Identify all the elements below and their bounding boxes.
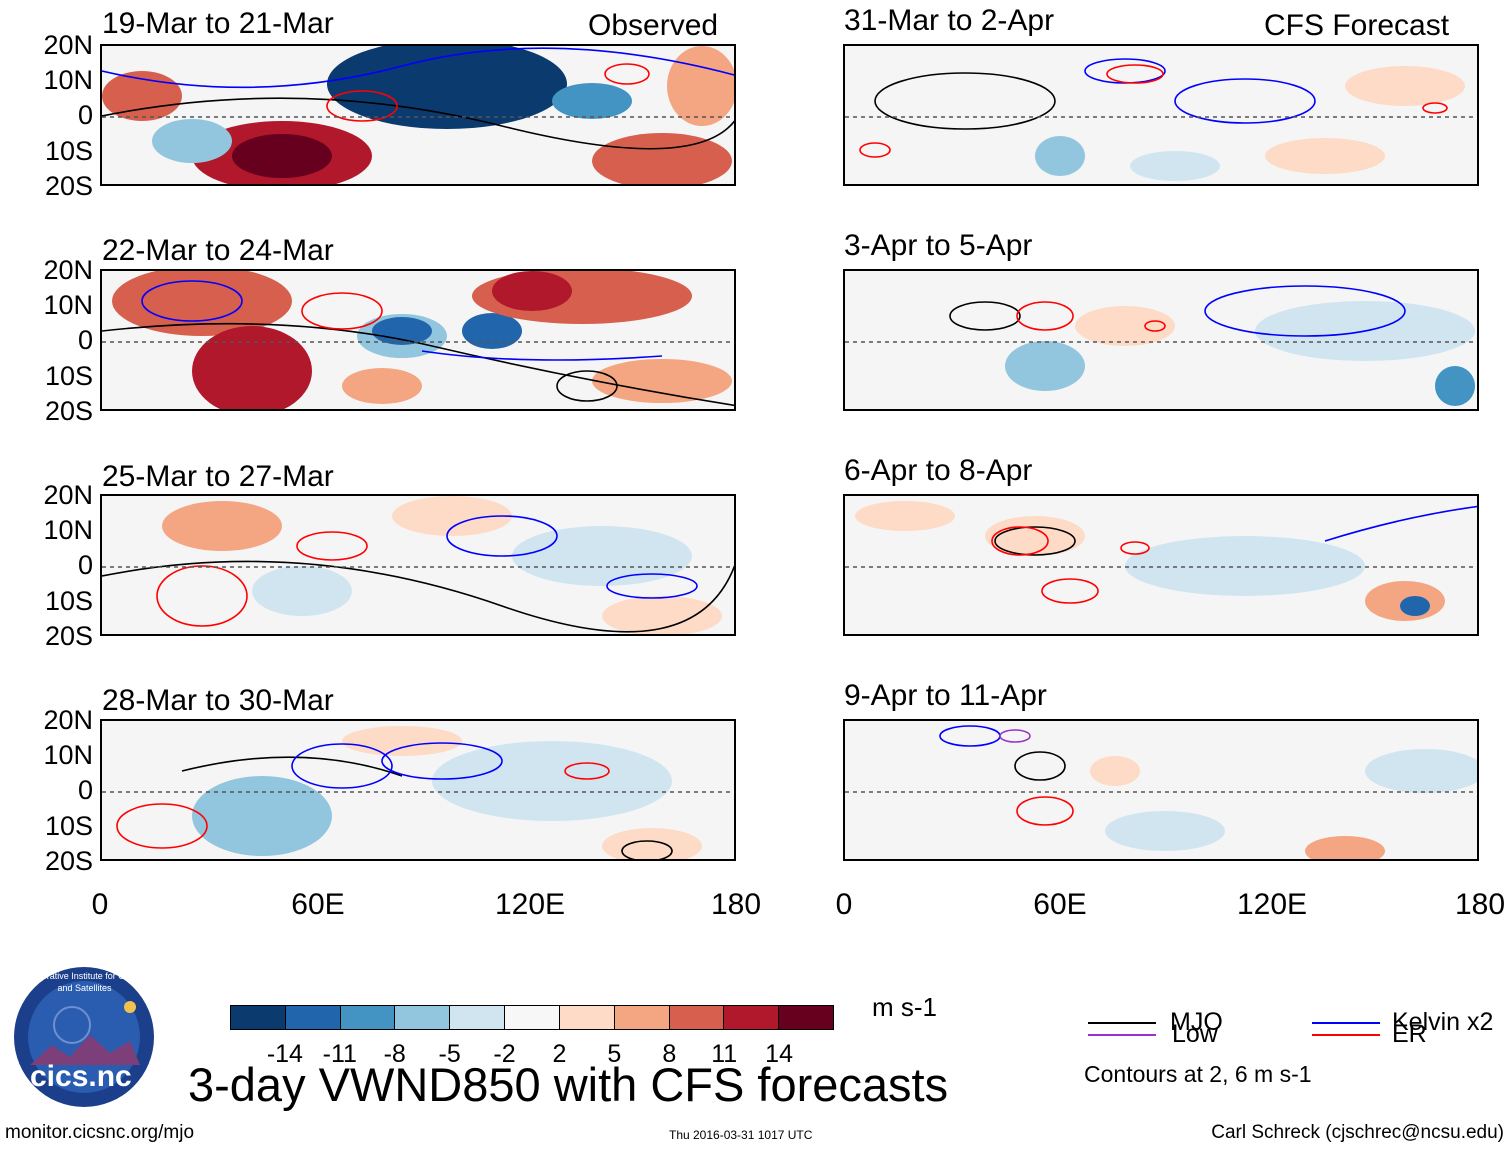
color-bar-tick: -14: [266, 1040, 303, 1068]
lat-label: 10N: [43, 515, 93, 545]
legend-label-kelvin: Kelvin x2: [1392, 1008, 1494, 1036]
map-panel-fcst-4: [843, 719, 1479, 861]
panel-8-title: 9-Apr to 11-Apr: [844, 679, 1047, 712]
color-bar-tick: 2: [552, 1040, 567, 1068]
color-bar-tick: 14: [765, 1040, 793, 1068]
lat-label: 0: [77, 775, 93, 805]
lat-label: 10N: [43, 740, 93, 770]
panel-5-title: 31-Mar to 2-Apr: [844, 4, 1055, 37]
anomaly-field: [102, 271, 734, 409]
color-bar-tick: 8: [662, 1040, 677, 1068]
observed-header: Observed: [588, 9, 719, 42]
panel-1-title: 19-Mar to 21-Mar: [102, 7, 334, 40]
color-bar-swatch: [724, 1006, 780, 1029]
logo-text: cics.nc: [30, 1060, 132, 1093]
lon-label: 0: [91, 888, 109, 921]
logo-arc-text: Cooperative Institute for Climate and Sa…: [20, 971, 149, 993]
map-panel-fcst-1: [843, 44, 1479, 186]
lat-label: 20S: [44, 396, 93, 426]
forecast-header: CFS Forecast: [1264, 9, 1450, 42]
lon-label: 120E: [494, 888, 566, 921]
lon-label: 120E: [1236, 888, 1308, 921]
lon-label: 60E: [1033, 888, 1087, 921]
lon-label: 180: [1454, 888, 1506, 921]
color-bar-tick: -2: [493, 1040, 516, 1068]
lat-label: 10S: [44, 361, 93, 391]
panel-7-title: 6-Apr to 8-Apr: [844, 454, 1033, 487]
lat-label: 10S: [44, 136, 93, 166]
color-bar-swatch: [779, 1006, 833, 1029]
map-panel-fcst-2: [843, 269, 1479, 411]
color-bar-swatch: [450, 1006, 506, 1029]
lat-label: 20S: [44, 621, 93, 651]
legend-label-er: ER: [1392, 1020, 1427, 1048]
legend-line-low: [1088, 1034, 1156, 1036]
map-panel-fcst-3: [843, 494, 1479, 636]
logo-emblem: [14, 967, 154, 1107]
legend-line-er: [1312, 1034, 1380, 1036]
legend-line-mjo: [1088, 1022, 1156, 1024]
lon-label: 60E: [291, 888, 345, 921]
color-bar-swatch: [395, 1006, 451, 1029]
legend-label-low: Low: [1172, 1020, 1218, 1048]
anomaly-field: [845, 725, 1477, 859]
panel-4-title: 28-Mar to 30-Mar: [102, 684, 334, 717]
anomaly-field: [845, 285, 1477, 406]
color-bar-swatch: [614, 1006, 670, 1029]
lat-label: 10S: [44, 811, 93, 841]
color-bar-tick: -11: [322, 1040, 357, 1068]
anomaly-field: [102, 726, 734, 859]
color-bar-swatch: [285, 1006, 341, 1029]
color-bar-tick: -8: [383, 1040, 406, 1068]
footer-url[interactable]: monitor.cicsnc.org/mjo: [5, 1122, 195, 1143]
footer-credit: Carl Schreck (cjschrec@ncsu.edu): [1211, 1122, 1504, 1143]
color-bar-swatch: [505, 1006, 560, 1029]
footer-timestamp: Thu 2016-03-31 1017 UTC: [669, 1128, 813, 1142]
legend-label-mjo: MJO: [1170, 1008, 1223, 1036]
color-bar-tick: 11: [711, 1040, 738, 1068]
map-panel-obs-3: [100, 494, 736, 636]
main-title: 3-day VWND850 with CFS forecasts: [188, 1058, 949, 1111]
map-panel-obs-2: [100, 269, 736, 411]
panel-2-title: 22-Mar to 24-Mar: [102, 234, 334, 267]
panel-6-title: 3-Apr to 5-Apr: [844, 229, 1033, 262]
lon-label: 180: [710, 888, 762, 921]
lat-label: 0: [77, 100, 93, 130]
color-bar-swatch: [231, 1006, 286, 1029]
lat-label: 10N: [43, 65, 93, 95]
cics-logo: Cooperative Institute for Climate and Sa…: [12, 965, 157, 1110]
lat-label: 20N: [43, 255, 93, 285]
map-panel-obs-1: [100, 44, 736, 186]
panel-3-title: 25-Mar to 27-Mar: [102, 460, 334, 493]
color-bar-tick: -5: [438, 1040, 461, 1068]
lat-label: 10S: [44, 586, 93, 616]
anomaly-field: [102, 46, 734, 184]
anomaly-field: [102, 496, 734, 634]
lon-label: 0: [835, 888, 853, 921]
lat-label: 10N: [43, 290, 93, 320]
legend-line-kelvin: [1312, 1022, 1380, 1024]
lat-label: 0: [77, 550, 93, 580]
map-panel-obs-4: [100, 719, 736, 861]
contour-note: Contours at 2, 6 m s-1: [1084, 1061, 1312, 1087]
lat-label: 20N: [43, 30, 93, 60]
color-bar-swatch: [669, 1006, 725, 1029]
lat-label: 20N: [43, 480, 93, 510]
color-bar-swatch: [559, 1006, 615, 1029]
lat-label: 20S: [44, 846, 93, 876]
lat-label: 20N: [43, 705, 93, 735]
color-bar-tick: 5: [607, 1040, 622, 1068]
anomaly-field: [845, 58, 1477, 181]
color-bar-swatch: [340, 1006, 396, 1029]
units-label: m s-1: [872, 992, 937, 1022]
lat-label: 0: [77, 325, 93, 355]
color-bar: [230, 1005, 834, 1030]
lat-label: 20S: [44, 171, 93, 201]
anomaly-field: [845, 501, 1477, 621]
